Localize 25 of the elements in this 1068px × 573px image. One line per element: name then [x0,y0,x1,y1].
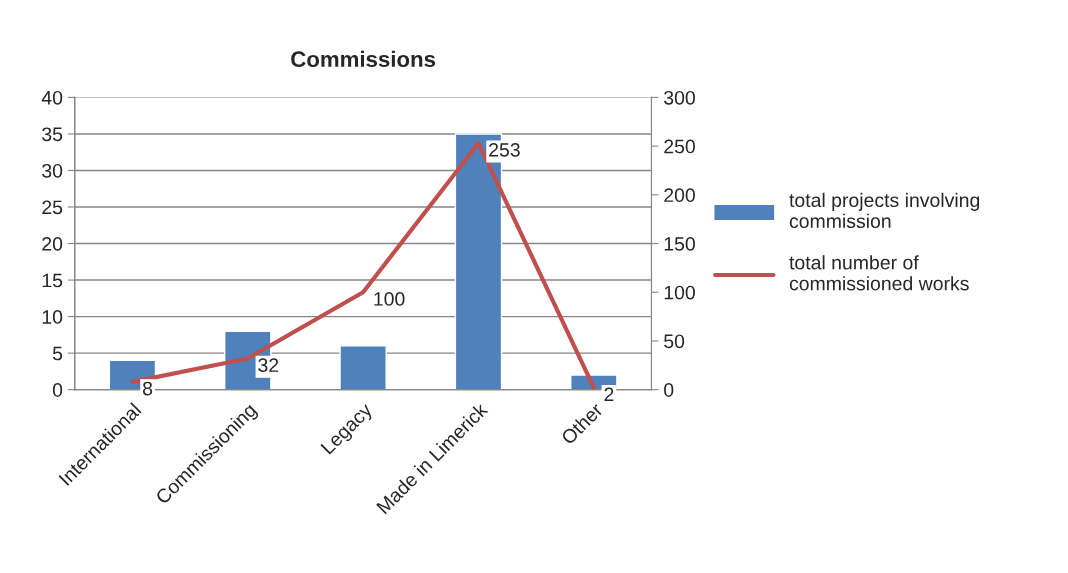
y-tick-label: 40 [41,90,63,105]
y2-tick-label: 150 [664,236,695,251]
y2-tick-label: 200 [664,188,695,203]
legend-label: total number of commissioned works [789,255,969,291]
y2-tick-label: 50 [664,334,685,349]
y2-tick-label: 250 [664,139,695,154]
chart-title: Commissions [291,50,436,68]
y2-tick-label: 100 [664,285,695,300]
y-tick-label: 20 [42,236,63,251]
y-tick-label: 25 [42,200,63,215]
data-label: 8 [143,381,153,396]
y-tick-label: 35 [42,127,63,142]
y-tick-label: 5 [52,346,63,361]
data-label: 253 [489,142,520,157]
data-label: 32 [258,358,279,373]
legend-label: total projects involving commission [789,192,980,229]
data-label: 100 [374,292,405,306]
bar [339,345,387,390]
y2-tick-label: 300 [664,90,695,105]
y-tick-label: 0 [52,383,63,397]
data-label: 2 [604,387,614,402]
y2-tick-label: 0 [664,383,674,397]
y-tick-label: 30 [42,163,63,178]
y-tick-label: 10 [42,310,63,324]
y-tick-label: 15 [42,273,63,288]
